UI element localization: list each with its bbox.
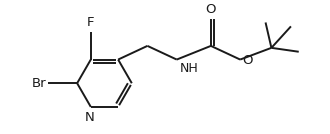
- Text: N: N: [85, 111, 95, 124]
- Text: NH: NH: [180, 62, 198, 75]
- Text: O: O: [242, 54, 253, 67]
- Text: O: O: [206, 3, 216, 16]
- Text: Br: Br: [31, 77, 46, 90]
- Text: F: F: [87, 16, 95, 29]
